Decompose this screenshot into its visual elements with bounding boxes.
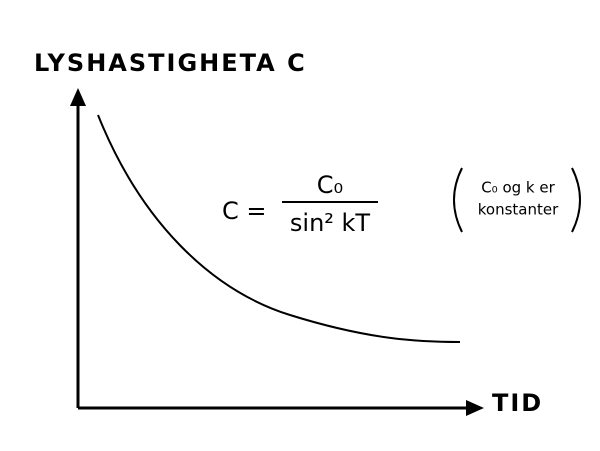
y-axis-label: LYSHASTIGHETA C: [34, 49, 307, 77]
curve: [97, 114, 461, 343]
note-line: C₀ og k er: [481, 179, 555, 197]
right-paren: [571, 167, 581, 233]
formula-denominator: sin² kT: [290, 209, 371, 237]
y-arrow: [70, 88, 86, 106]
left-paren: [453, 167, 463, 233]
x-axis-label: TID: [492, 389, 543, 417]
formula-numerator: C₀: [317, 171, 343, 199]
x-arrow: [466, 400, 484, 416]
note-line: konstanter: [478, 201, 559, 219]
formula-lhs: C =: [222, 197, 267, 225]
